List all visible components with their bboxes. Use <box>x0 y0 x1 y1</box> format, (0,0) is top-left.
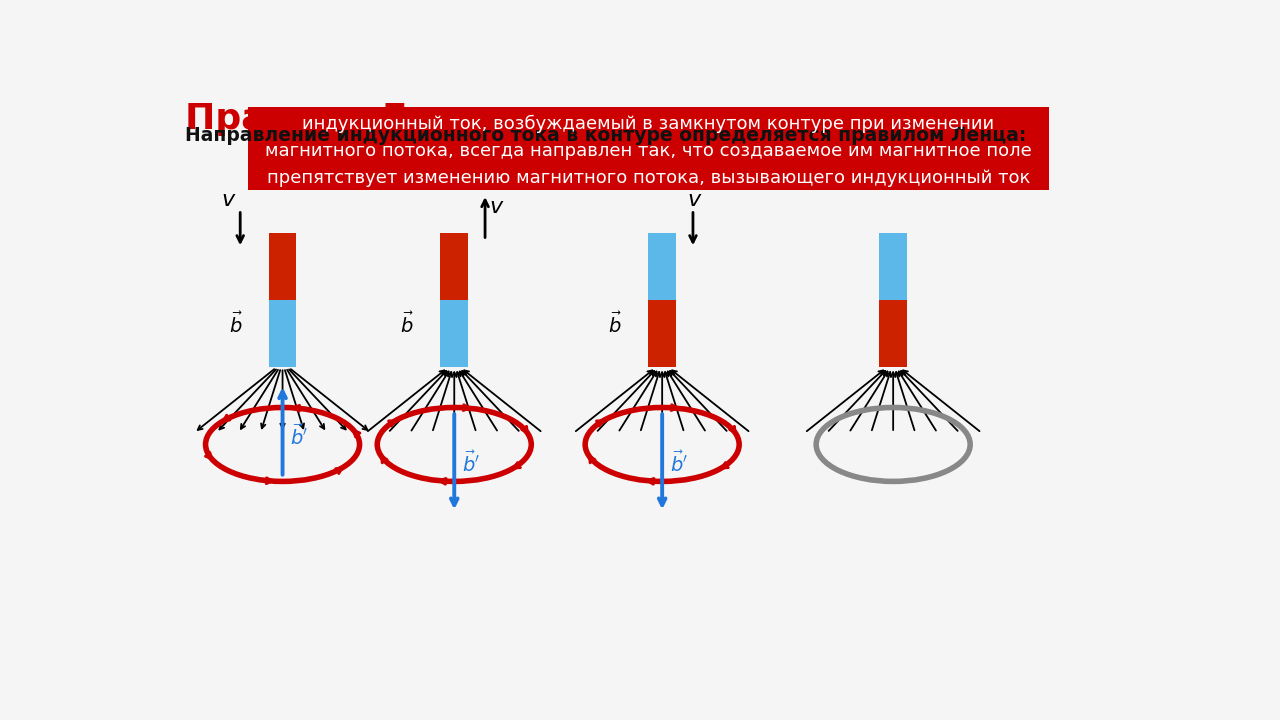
FancyBboxPatch shape <box>248 107 1048 190</box>
Text: $v$: $v$ <box>687 190 703 210</box>
Text: $v$: $v$ <box>221 190 237 210</box>
Text: индукционный ток, возбуждаемый в замкнутом контуре при изменении
магнитного пото: индукционный ток, возбуждаемый в замкнут… <box>265 115 1032 187</box>
Bar <box>648 233 676 300</box>
Bar <box>648 300 676 367</box>
Bar <box>269 233 297 300</box>
Bar <box>269 300 297 367</box>
Text: $\vec{b}'$: $\vec{b}'$ <box>291 424 308 449</box>
Bar <box>879 300 908 367</box>
Text: Правило Ленца: Правило Ленца <box>184 102 508 136</box>
Text: $\vec{b}$: $\vec{b}$ <box>229 312 242 337</box>
Text: $\vec{b}'$: $\vec{b}'$ <box>462 451 480 477</box>
Bar <box>440 233 468 300</box>
Text: Направление индукционного тока в контуре определяется правилом Ленца:: Направление индукционного тока в контуре… <box>184 127 1027 145</box>
Bar <box>879 233 908 300</box>
Text: $\vec{b}$: $\vec{b}$ <box>401 312 415 337</box>
Text: $\vec{b}$: $\vec{b}$ <box>608 312 622 337</box>
Bar <box>440 300 468 367</box>
Text: $\vec{b}'$: $\vec{b}'$ <box>669 451 687 477</box>
Text: $v$: $v$ <box>489 197 504 217</box>
